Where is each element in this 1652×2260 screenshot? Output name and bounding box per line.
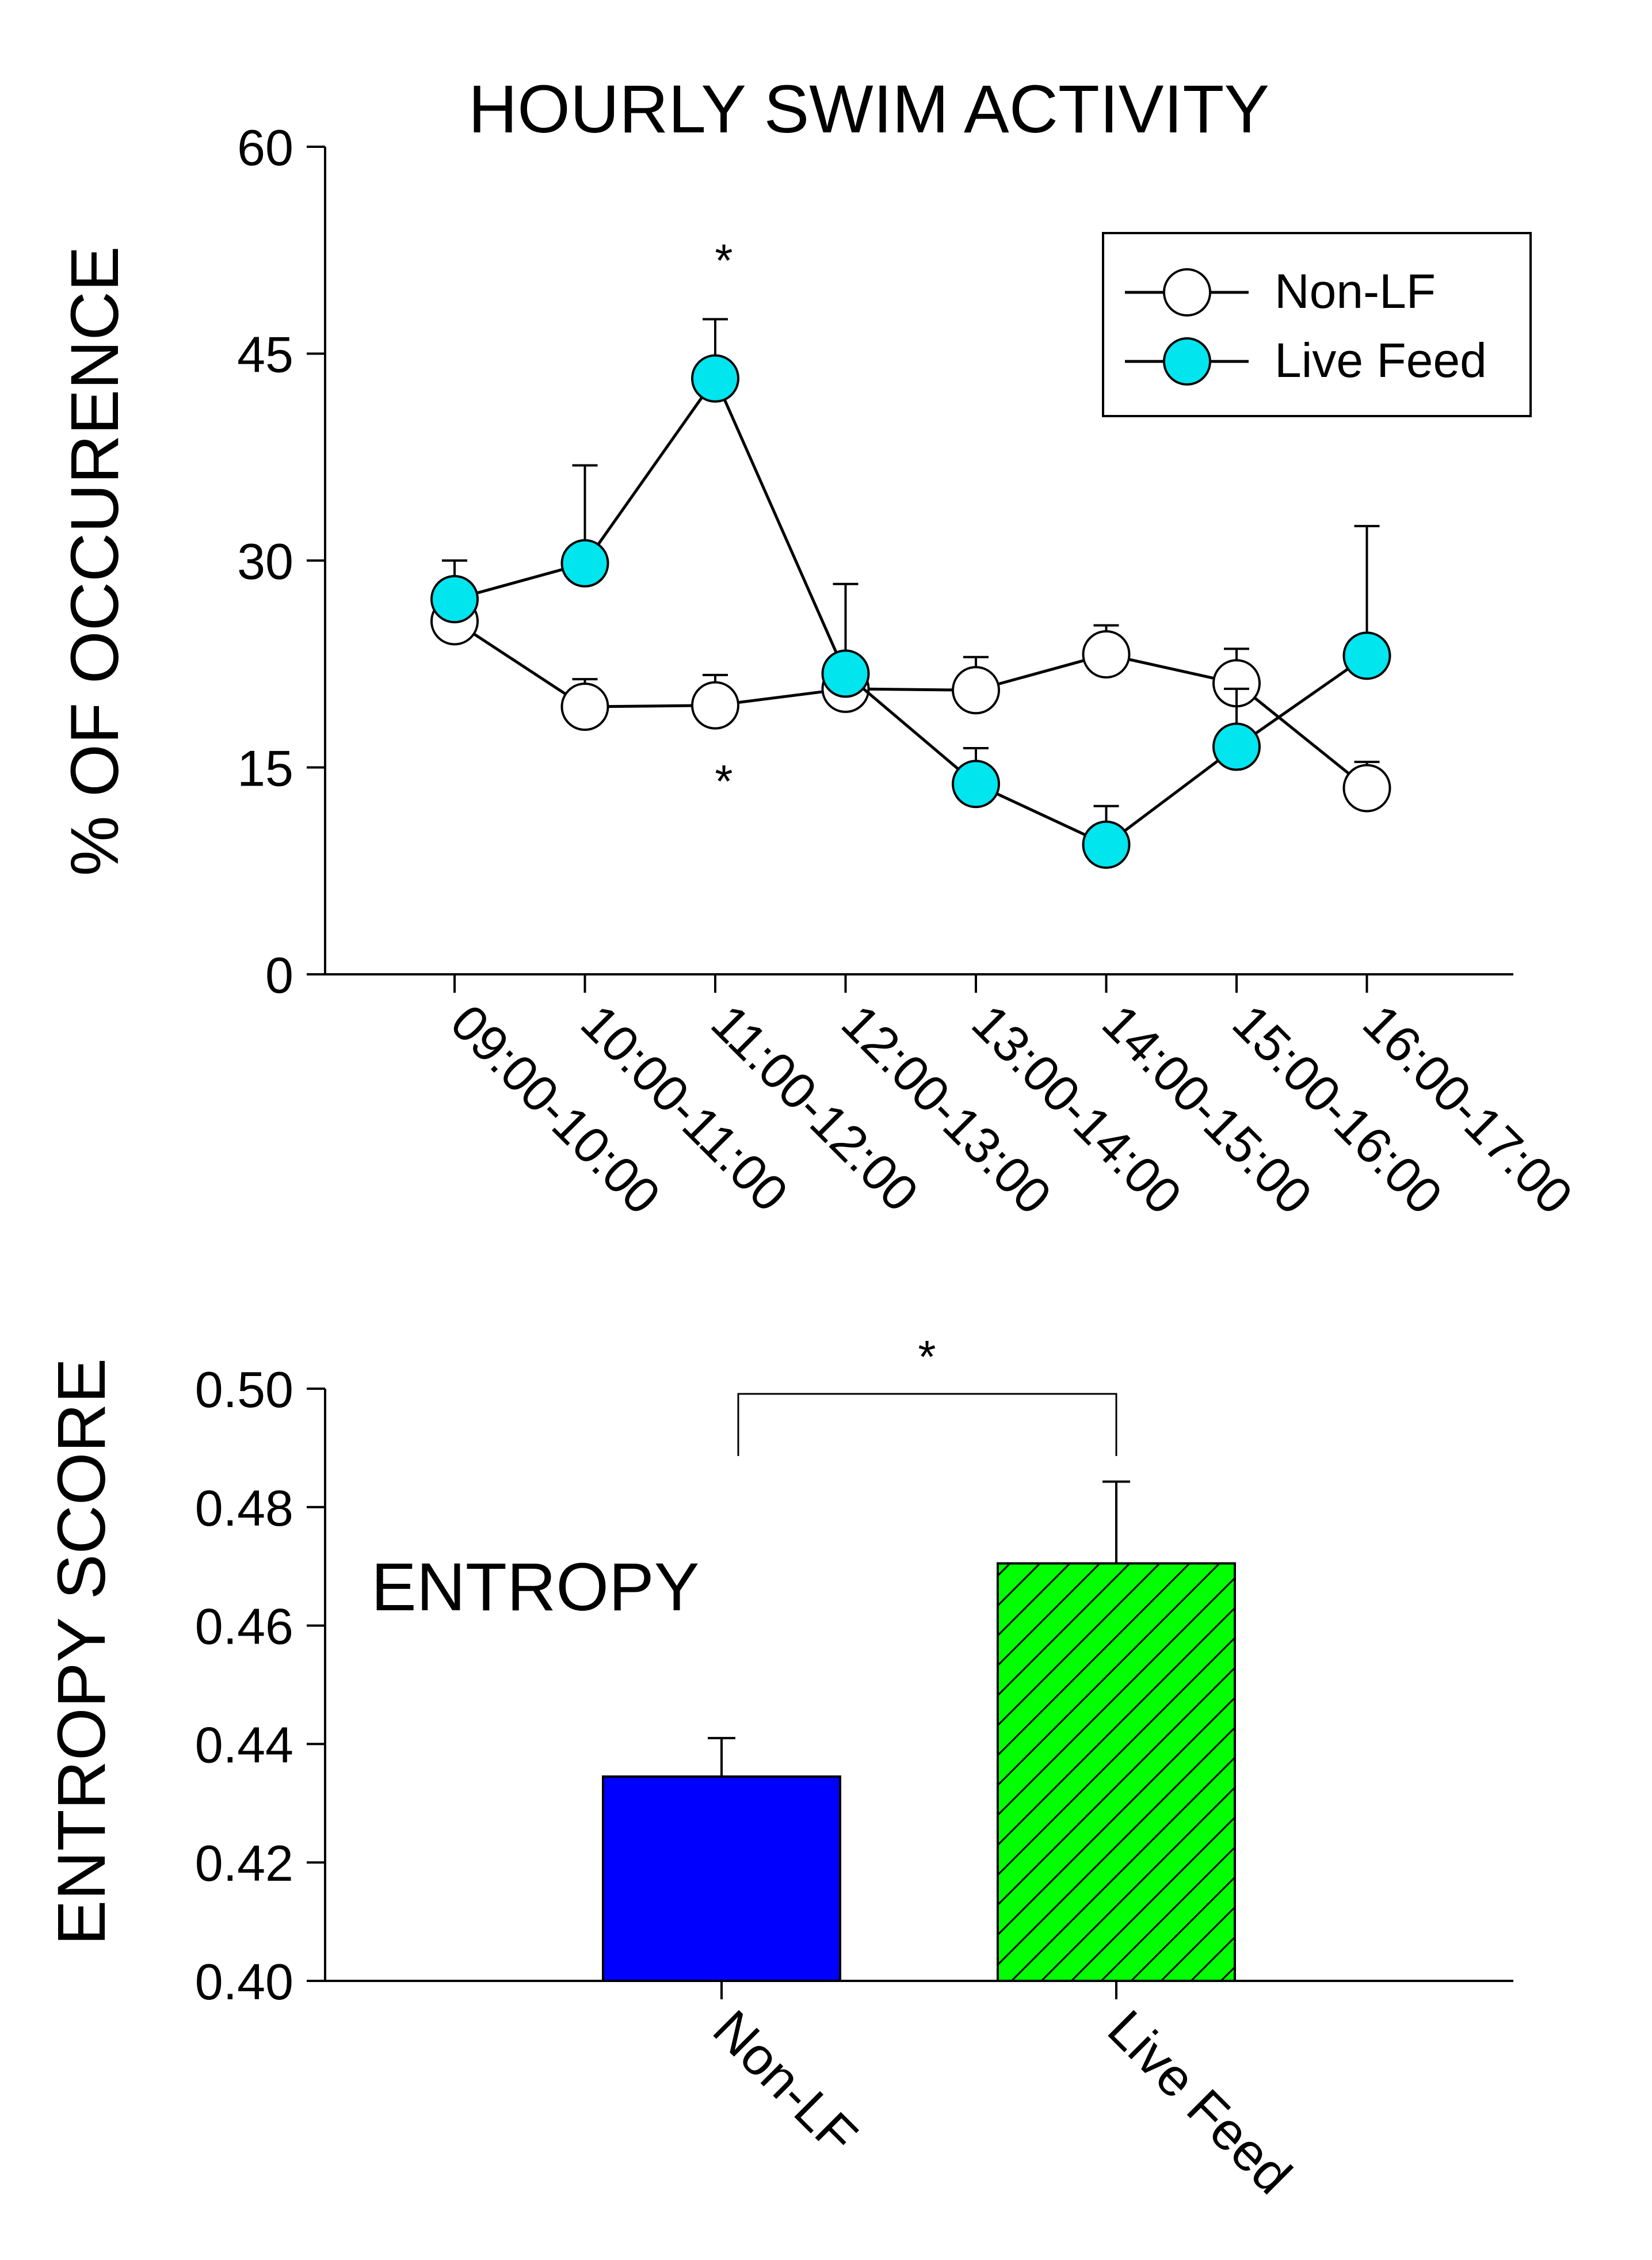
data-point-non-lf xyxy=(1082,630,1131,679)
data-point-live-feed xyxy=(952,760,1000,809)
data-point-live-feed xyxy=(1082,820,1131,869)
y-tick-label: 30 xyxy=(237,533,293,590)
data-point-live-feed xyxy=(1212,722,1261,771)
significance-bracket xyxy=(737,1393,1117,1456)
bar-significance-asterisk: * xyxy=(918,1331,936,1382)
legend: Non-LF Live Feed xyxy=(1102,232,1532,417)
bar-y-tick-label: 0.42 xyxy=(195,1835,293,1892)
series-line-live-feed xyxy=(454,375,1368,847)
series-non-lf xyxy=(430,559,1391,813)
data-point-non-lf xyxy=(560,683,609,731)
data-point-live-feed xyxy=(691,354,739,403)
legend-marker-live-feed xyxy=(1163,337,1211,386)
bar-chart-bars xyxy=(602,1480,1236,1983)
line-chart-y-ticks: 0 15 30 45 60 xyxy=(237,119,325,1004)
bar-y-tick-label: 0.44 xyxy=(195,1716,293,1773)
bar-chart-y-ticks: 0.40 0.42 0.44 0.46 0.48 0.50 xyxy=(195,1361,325,2010)
data-point-non-lf xyxy=(691,681,739,730)
bar-y-tick-label: 0.46 xyxy=(195,1598,293,1655)
legend-label-non-lf: Non-LF xyxy=(1275,264,1436,318)
y-tick-label: 15 xyxy=(237,740,293,797)
line-chart-x-ticks: 09:00-10:0010:00-11:0011:00-12:0012:00-1… xyxy=(440,974,1584,1225)
bar-y-tick-label: 0.40 xyxy=(195,1953,293,2010)
line-chart-series xyxy=(430,318,1391,869)
data-point-non-lf xyxy=(952,666,1000,715)
data-point-live-feed xyxy=(821,649,870,698)
data-point-live-feed xyxy=(560,539,609,588)
bar-chart-x-ticks: Non-LF Live Feed xyxy=(702,1981,1303,2205)
data-point-live-feed xyxy=(430,575,479,624)
bar-chart-title: ENTROPY xyxy=(371,1549,699,1625)
bar-y-tick-label: 0.50 xyxy=(195,1361,293,1418)
significance-asterisk-lower: * xyxy=(715,756,732,807)
significance-asterisk-upper: * xyxy=(715,235,732,286)
data-point-live-feed xyxy=(1342,631,1391,680)
bar-y-tick-label: 0.48 xyxy=(195,1480,293,1537)
y-tick-label: 60 xyxy=(237,119,293,176)
data-point-non-lf xyxy=(1342,764,1391,813)
legend-label-live-feed: Live Feed xyxy=(1275,333,1487,387)
bar-x-tick-label: Non-LF xyxy=(702,1999,868,2166)
y-tick-label: 45 xyxy=(237,326,293,383)
legend-box xyxy=(1102,232,1532,417)
line-chart: HOURLY SWIM ACTIVITY % OF OCCURENCE 0 15 3… xyxy=(57,71,1584,1225)
line-chart-title: HOURLY SWIM ACTIVITY xyxy=(468,71,1269,147)
line-chart-y-axis-label: % OF OCCURENCE xyxy=(57,246,133,876)
bar-live-feed xyxy=(997,1562,1236,1982)
series-live-feed xyxy=(430,318,1391,869)
bar-chart: ENTROPY SCORE ENTROPY 0.400.420.440.460.… xyxy=(44,1331,1513,2205)
legend-entry-live-feed: Live Feed xyxy=(1125,333,1487,387)
bar-chart-y-axis-label: ENTROPY SCORE xyxy=(44,1358,120,1946)
legend-entry-non-lf: Non-LF xyxy=(1125,264,1436,318)
bar-x-tick-label: Live Feed xyxy=(1097,1999,1303,2205)
bar-non-lf xyxy=(602,1775,841,1983)
legend-marker-non-lf xyxy=(1163,268,1211,317)
y-tick-label: 0 xyxy=(265,947,293,1004)
